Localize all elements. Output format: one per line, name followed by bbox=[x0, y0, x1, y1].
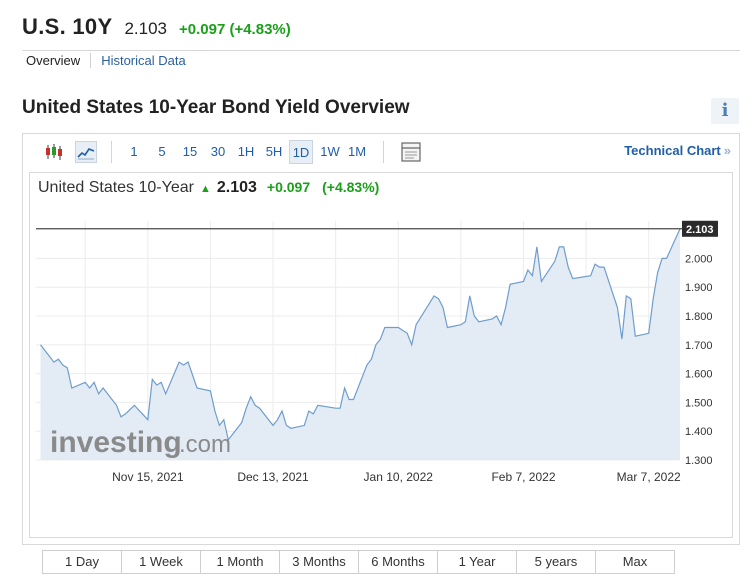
y-tick-label: 2.000 bbox=[685, 253, 713, 265]
tab-overview[interactable]: Overview bbox=[22, 53, 92, 68]
chart-price: 2.103 bbox=[216, 179, 257, 196]
interval-30[interactable]: 30 bbox=[210, 144, 226, 159]
range-5-years[interactable]: 5 years bbox=[516, 550, 596, 574]
y-tick-label: 1.800 bbox=[685, 311, 713, 323]
technical-chart-link[interactable]: Technical Chart» bbox=[624, 143, 731, 158]
interval-1[interactable]: 1 bbox=[130, 144, 138, 159]
toolbar-separator bbox=[111, 141, 112, 163]
symbol-title: U.S. 10Y bbox=[22, 14, 113, 39]
line-chart-icon[interactable] bbox=[75, 141, 97, 163]
interval-5h[interactable]: 5H bbox=[265, 144, 283, 159]
interval-15[interactable]: 15 bbox=[182, 144, 198, 159]
range-1-year[interactable]: 1 Year bbox=[437, 550, 517, 574]
last-value-badge-bg bbox=[682, 220, 718, 237]
y-tick-label: 1.500 bbox=[685, 397, 713, 409]
last-price: 2.103 bbox=[124, 19, 167, 38]
chart-percent: (+4.83%) bbox=[322, 179, 380, 195]
y-tick-label: 1.700 bbox=[685, 340, 713, 352]
chart-toolbar: 1 5 15 30 1H 5H 1D 1W 1M Technical Chart… bbox=[23, 134, 739, 170]
y-tick-label: 1.300 bbox=[685, 455, 713, 467]
series-area bbox=[40, 228, 680, 460]
last-value-badge: 2.103 bbox=[682, 220, 718, 237]
interval-1h[interactable]: 1H bbox=[237, 144, 255, 159]
x-tick-label: Jan 10, 2022 bbox=[364, 470, 434, 484]
up-arrow-icon: ▲ bbox=[199, 183, 211, 195]
range-1-day[interactable]: 1 Day bbox=[42, 550, 122, 574]
range-1-month[interactable]: 1 Month bbox=[200, 550, 280, 574]
header-divider bbox=[22, 50, 740, 51]
section-title: United States 10-Year Bond Yield Overvie… bbox=[22, 97, 410, 118]
tab-historical-data[interactable]: Historical Data bbox=[101, 53, 186, 68]
interval-1d[interactable]: 1D bbox=[289, 140, 313, 164]
chart-header: United States 10-Year ▲ 2.103 +0.097 (+4… bbox=[38, 179, 379, 197]
y-tick-label: 1.900 bbox=[685, 282, 713, 294]
price-change: +0.097 (+4.83%) bbox=[179, 21, 291, 38]
interval-1w[interactable]: 1W bbox=[320, 144, 340, 159]
chart-instrument-name: United States 10-Year bbox=[38, 179, 194, 196]
x-tick-label: Mar 7, 2022 bbox=[617, 470, 681, 484]
series-line bbox=[40, 228, 681, 442]
quote-header: U.S. 10Y 2.103 +0.097 (+4.83%) bbox=[22, 14, 291, 40]
range-max[interactable]: Max bbox=[595, 550, 675, 574]
x-tick-label: Feb 7, 2022 bbox=[491, 470, 555, 484]
x-axis: Nov 15, 2021 Dec 13, 2021 Jan 10, 2022 Feb … bbox=[112, 470, 681, 484]
range-3-months[interactable]: 3 Months bbox=[279, 550, 359, 574]
x-tick-label: Dec 13, 2021 bbox=[237, 470, 309, 484]
y-tick-label: 1.400 bbox=[685, 426, 713, 438]
chart-change: +0.097 bbox=[266, 179, 311, 195]
range-1-week[interactable]: 1 Week bbox=[121, 550, 201, 574]
y-axis: 1.300 1.400 1.500 1.600 1.700 1.800 1.900 2.000 bbox=[685, 253, 713, 467]
range-6-months[interactable]: 6 Months bbox=[358, 550, 438, 574]
toolbar-separator bbox=[383, 141, 384, 163]
info-icon[interactable]: i bbox=[711, 98, 739, 124]
candlestick-icon[interactable] bbox=[43, 141, 65, 163]
watermark-suffix: .com bbox=[179, 431, 231, 458]
yield-chart[interactable]: 1.300 1.400 1.500 1.600 1.700 1.800 1.900 2.000… bbox=[30, 173, 732, 537]
subnav-tabs: Overview Historical Data bbox=[22, 53, 196, 68]
x-tick-label: Nov 15, 2021 bbox=[112, 470, 184, 484]
last-value-label: 2.103 bbox=[686, 224, 714, 236]
watermark-brand: investing bbox=[50, 426, 182, 459]
double-chevron-right-icon: » bbox=[723, 143, 731, 158]
panel-icon[interactable] bbox=[400, 141, 422, 163]
chart-area: United States 10-Year ▲ 2.103 +0.097 (+4… bbox=[29, 172, 733, 574]
technical-chart-label: Technical Chart bbox=[624, 143, 721, 158]
chart-panel: 1 5 15 30 1H 5H 1D 1W 1M Technical Chart… bbox=[22, 133, 740, 574]
interval-5[interactable]: 5 bbox=[158, 144, 166, 159]
range-buttons: 1 Day 1 Week 1 Month 3 Months 6 Months 1… bbox=[42, 550, 675, 574]
interval-1m[interactable]: 1M bbox=[347, 144, 367, 159]
y-tick-label: 1.600 bbox=[685, 369, 713, 381]
